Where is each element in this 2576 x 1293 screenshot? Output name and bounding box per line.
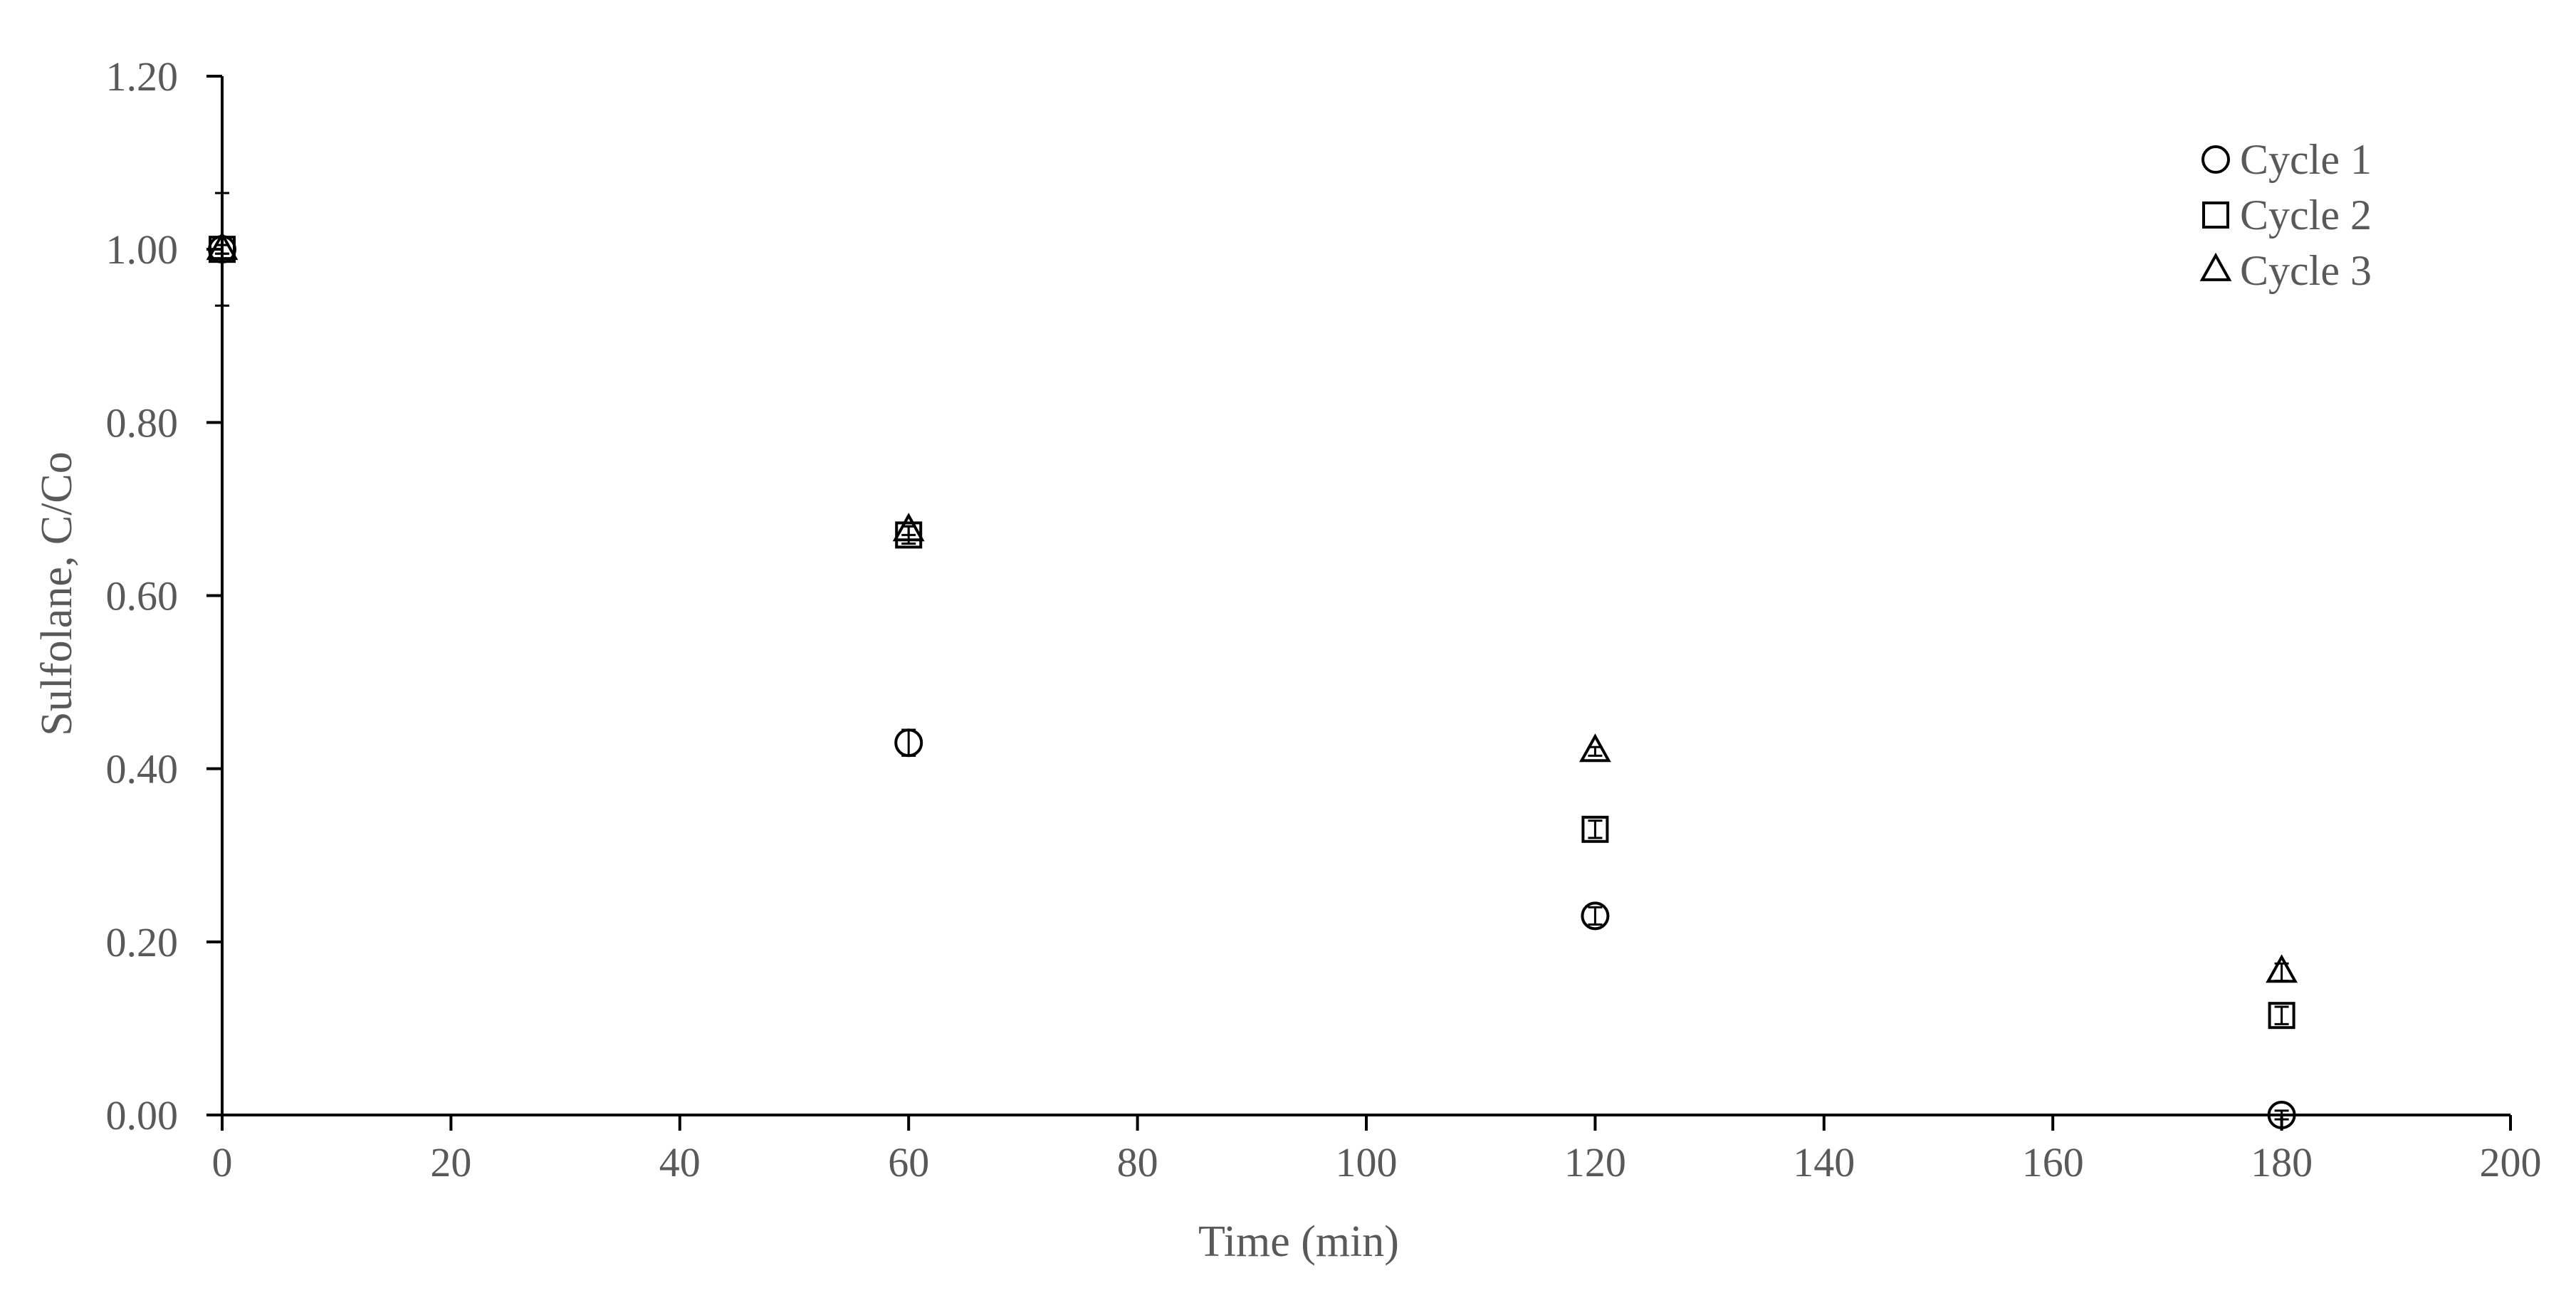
data-point-triangle (1578, 733, 1611, 763)
legend-item: Cycle 1 (2201, 136, 2372, 183)
legend: Cycle 1 Cycle 2 Cycle 3 (2199, 136, 2372, 294)
y-tick-label: 0.80 (106, 399, 179, 446)
x-tick-label: 200 (2480, 1139, 2542, 1185)
y-tick-label: 0.60 (106, 573, 179, 619)
x-tick-label: 180 (2251, 1139, 2313, 1185)
legend-label: Cycle 2 (2240, 192, 2372, 239)
y-tick-label: 0.40 (106, 746, 179, 792)
data-point-square (2268, 1002, 2295, 1030)
y-tick-label: 1.00 (106, 226, 179, 273)
y-tick-label: 1.20 (106, 53, 179, 100)
data-point-triangle (892, 513, 925, 542)
y-axis-title: Sulfolane, C/Co (33, 451, 81, 736)
x-tick-label: 100 (1336, 1139, 1398, 1185)
x-tick-label: 0 (212, 1139, 233, 1185)
data-point-circle (2267, 1101, 2296, 1129)
legend-item: Cycle 2 (2202, 192, 2372, 239)
x-tick-label: 160 (2022, 1139, 2084, 1185)
x-axis-ticks: 0 20 40 60 80 100 120 140 160 180 200 (212, 1115, 2542, 1185)
data-points (206, 192, 2298, 1129)
x-tick-label: 20 (430, 1139, 471, 1185)
legend-label: Cycle 1 (2240, 136, 2372, 183)
legend-item: Cycle 3 (2199, 247, 2372, 294)
data-point-triangle (206, 231, 239, 261)
legend-marker-square (2202, 201, 2229, 229)
x-tick-label: 40 (659, 1139, 701, 1185)
x-tick-label: 80 (1117, 1139, 1158, 1185)
data-point-circle (1581, 901, 1610, 931)
x-tick-label: 140 (1793, 1139, 1855, 1185)
legend-marker-circle (2201, 145, 2230, 174)
axes: 0 20 40 60 80 100 120 140 160 180 200 0.00 0.20 0.40… (106, 53, 2542, 1185)
series-cycle-3 (206, 231, 2298, 983)
y-tick-label: 0.00 (106, 1092, 179, 1138)
data-point-circle (894, 728, 923, 758)
x-axis-title: Time (min) (1198, 1218, 1399, 1266)
legend-marker-triangle (2199, 252, 2232, 281)
data-point-triangle (2266, 954, 2298, 983)
y-tick-label: 0.20 (106, 919, 179, 965)
legend-label: Cycle 3 (2240, 247, 2372, 294)
y-axis-ticks: 0.00 0.20 0.40 0.60 0.80 1.00 1.20 (106, 53, 222, 1138)
x-tick-label: 60 (888, 1139, 929, 1185)
x-tick-label: 120 (1564, 1139, 1626, 1185)
data-point-square (1581, 815, 1609, 843)
